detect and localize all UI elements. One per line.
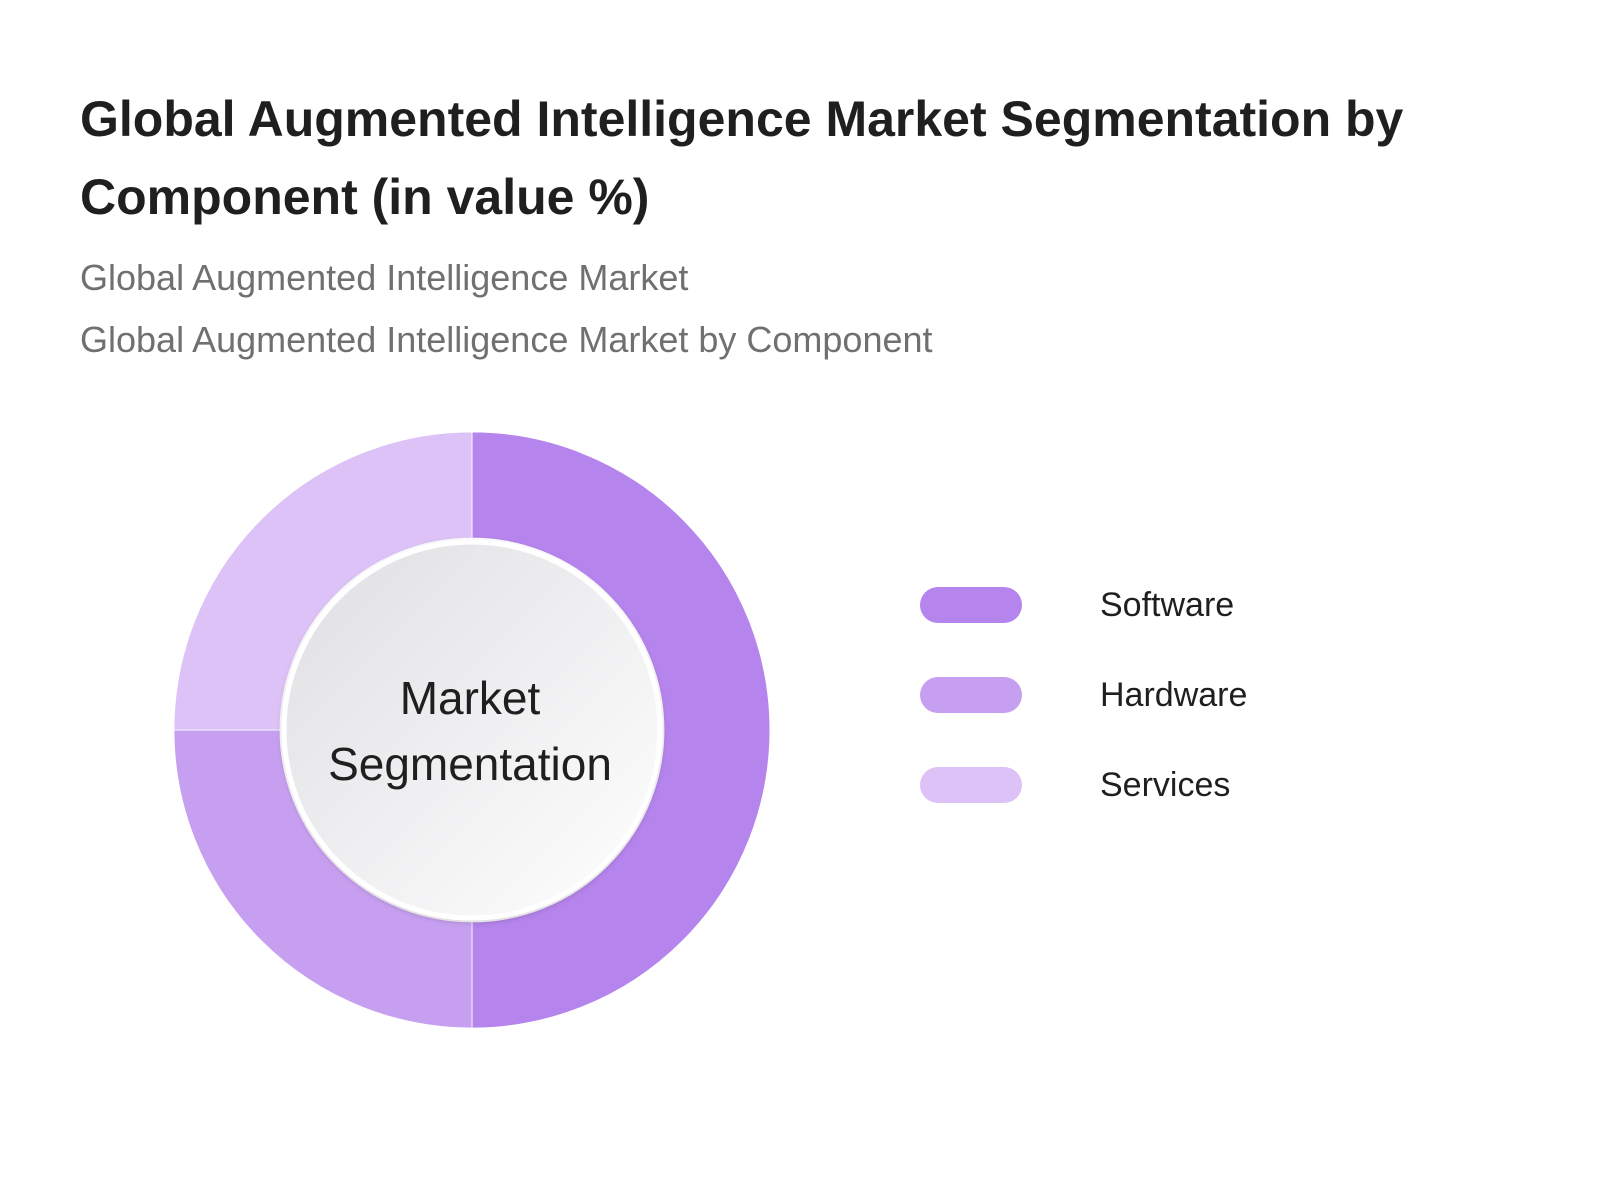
legend-item-services: Services: [920, 765, 1340, 805]
legend-item-software: Software: [920, 585, 1340, 625]
legend-item-hardware: Hardware: [920, 675, 1340, 715]
chart-subtitle-market: Global Augmented Intelligence Market: [80, 257, 689, 298]
legend-label-hardware: Hardware: [1100, 676, 1248, 714]
donut-center-label: Market Segmentation: [290, 665, 650, 797]
donut-slice-hardware: [173, 729, 473, 1029]
donut-slice-software: [471, 431, 771, 1029]
chart-subtitle-by-component: Global Augmented Intelligence Market by …: [80, 319, 933, 360]
chart-title: Global Augmented Intelligence Market Seg…: [80, 91, 1404, 225]
donut-slice-services: [173, 431, 473, 731]
legend-swatch-services: [920, 767, 1022, 803]
legend-label-software: Software: [1100, 586, 1235, 624]
donut-center-disc: [281, 539, 663, 921]
legend-swatch-software: [920, 587, 1022, 623]
legend-swatch-hardware: [920, 677, 1022, 713]
legend-label-services: Services: [1100, 766, 1231, 804]
center-label-line2: Segmentation: [328, 738, 612, 790]
donut-slices: [173, 431, 771, 1029]
center-label-line1: Market: [399, 672, 541, 724]
